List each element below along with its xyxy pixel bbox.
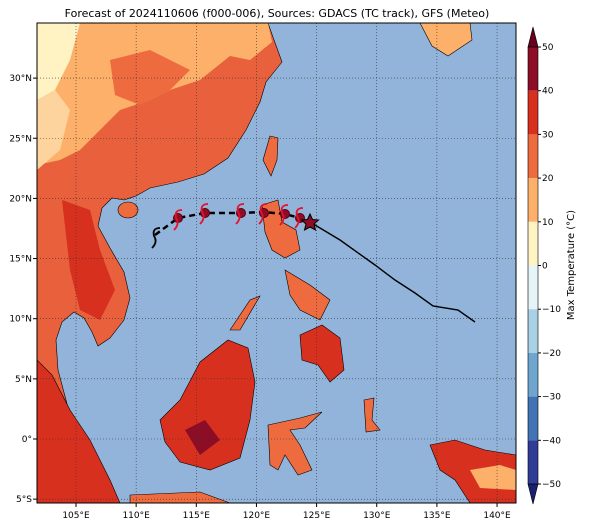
- lat-tick-label: 20°N: [9, 194, 32, 204]
- storm-symbol: [151, 227, 161, 249]
- map-frame: [36, 22, 517, 504]
- storm-symbol: [294, 207, 304, 229]
- forecast-track: [309, 221, 476, 323]
- lat-tick-label: 30°N: [9, 74, 32, 84]
- colorbar-tick-label: 20: [542, 174, 554, 184]
- colorbar-bin: [528, 265, 538, 310]
- colorbar: 50 40 30 20 10 0 −10 −20 −30 −40 −50: [527, 26, 561, 505]
- colorbar-bin: [528, 440, 538, 484]
- colorbar-tick-label: 10: [542, 218, 554, 228]
- colorbar-tick-label: 40: [542, 87, 554, 97]
- title: Forecast of 2024110606 (f000-006), Sourc…: [65, 7, 490, 20]
- storm-symbols: [151, 203, 304, 249]
- storm-symbol: [235, 203, 245, 225]
- lon-tick-label: 115°E: [183, 511, 211, 521]
- lon-tick-label: 135°E: [423, 511, 451, 521]
- lon-tick-label: 140°E: [483, 511, 511, 521]
- colorbar-bin: [528, 47, 538, 91]
- colorbar-bin: [528, 309, 538, 353]
- lat-tick-label: 25°N: [9, 134, 32, 144]
- storm-symbol: [258, 203, 268, 225]
- halmahera: [363, 397, 381, 433]
- land-hot: [62, 200, 115, 320]
- hainan: [117, 201, 139, 219]
- colorbar-tick-label: 0: [542, 262, 548, 272]
- land-hot: [185, 420, 220, 455]
- sulawesi: [267, 411, 323, 476]
- mindanao: [299, 324, 345, 383]
- lon-tick-label: 125°E: [303, 511, 331, 521]
- colorbar-bin: [528, 221, 538, 266]
- colorbar-tick-label: 30: [542, 130, 554, 140]
- lat-tick-label: 5°S: [16, 495, 32, 505]
- japan-korea: [419, 23, 473, 57]
- sumatra: [37, 359, 121, 503]
- colorbar-tick-label: −40: [542, 436, 561, 446]
- lat-tick-label: 15°N: [9, 255, 32, 265]
- borneo: [159, 339, 256, 471]
- lon-tick-label: 120°E: [243, 511, 271, 521]
- visayas: [229, 269, 331, 331]
- colorbar-tick-label: −50: [542, 480, 561, 490]
- colorbar-label: Max Temperature (°C): [566, 210, 577, 320]
- java: [129, 491, 231, 503]
- lon-tick-label: 110°E: [122, 511, 150, 521]
- colorbar-bin: [528, 90, 538, 135]
- lat-tick-label: 5°N: [15, 375, 32, 385]
- storm-symbol: [173, 209, 183, 231]
- colorbar-extend: [527, 26, 539, 48]
- storm-symbol: [199, 203, 209, 225]
- colorbar-bin: [528, 134, 538, 179]
- luzon: [261, 199, 301, 259]
- land-warm: [470, 465, 516, 490]
- taiwan: [262, 135, 279, 177]
- colorbar-tick-label: −10: [542, 305, 561, 315]
- lon-tick-label: 130°E: [363, 511, 391, 521]
- land-hot: [110, 50, 190, 105]
- lon-tick-label: 105°E: [62, 511, 90, 521]
- colorbar-bin: [528, 396, 538, 441]
- colorbar-bin: [528, 352, 538, 397]
- land-cool: [37, 90, 70, 170]
- lat-tick-label: 0°: [22, 435, 32, 445]
- colorbar-tick-label: −20: [542, 349, 561, 359]
- colorbar-extend: [527, 483, 539, 505]
- colorbar-tick-label: −30: [542, 393, 561, 403]
- lat-tick-label: 10°N: [9, 315, 32, 325]
- current-position: [300, 212, 320, 231]
- colorbar-bin: [528, 178, 538, 222]
- storm-symbol: [279, 204, 289, 226]
- land-cool: [37, 23, 80, 100]
- colorbar-tick-label: 50: [542, 43, 554, 53]
- map: [37, 23, 516, 503]
